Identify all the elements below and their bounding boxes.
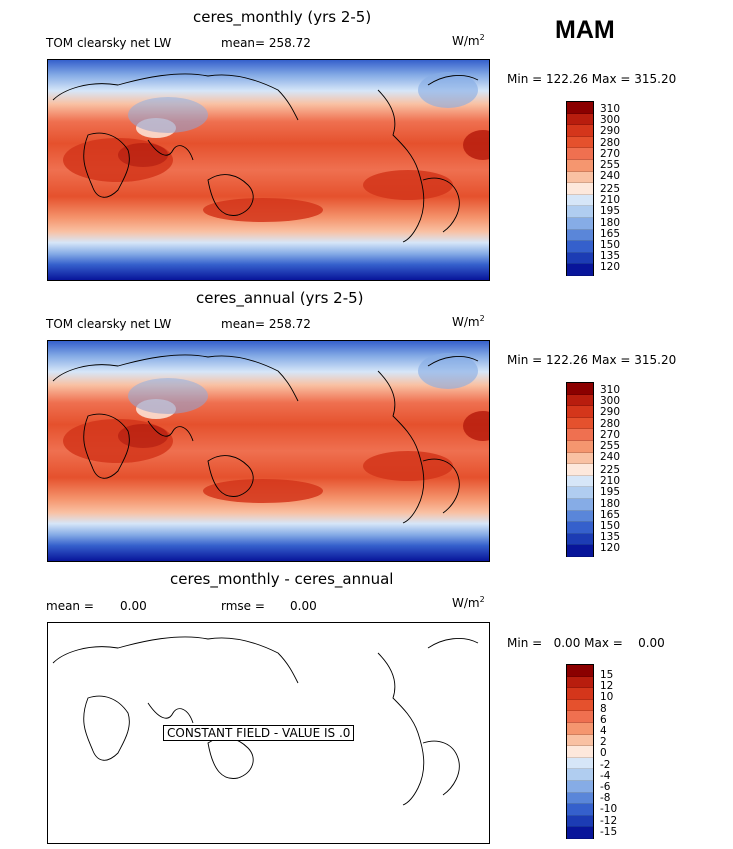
panel2-mean: mean= 258.72 bbox=[221, 317, 311, 331]
season-label: MAM bbox=[555, 16, 615, 44]
panel3-map: CONSTANT FIELD - VALUE IS .0 bbox=[47, 622, 490, 844]
colorbar-tick: 280 bbox=[600, 417, 621, 430]
panel2-map-field bbox=[48, 341, 489, 561]
colorbar-tick: 6 bbox=[600, 713, 607, 726]
colorbar-tick: 300 bbox=[600, 395, 621, 408]
panel3-rmse-value: 0.00 bbox=[290, 599, 317, 613]
panel1-mean: mean= 258.72 bbox=[221, 36, 311, 50]
colorbar-tick: 135 bbox=[600, 531, 621, 544]
colorbar-tick: 300 bbox=[600, 114, 621, 127]
colorbar-tick: -4 bbox=[600, 769, 611, 782]
colorbar-tick: -12 bbox=[600, 814, 618, 827]
colorbar-tick: 165 bbox=[600, 508, 621, 521]
colorbar-tick: 135 bbox=[600, 250, 621, 263]
colorbar-tick: 290 bbox=[600, 125, 621, 138]
panel1-title: ceres_monthly (yrs 2-5) bbox=[193, 8, 372, 26]
panel1-colorbar bbox=[566, 101, 594, 276]
colorbar-tick: 2 bbox=[600, 736, 607, 749]
colorbar-tick: 12 bbox=[600, 680, 614, 693]
panel2-colorbar bbox=[566, 382, 594, 557]
colorbar-tick: 270 bbox=[600, 428, 621, 441]
colorbar-tick: 255 bbox=[600, 159, 621, 171]
colorbar-tick: -2 bbox=[600, 758, 611, 771]
colorbar-tick: 120 bbox=[600, 542, 621, 555]
panel3-mean-label: mean = bbox=[46, 599, 94, 613]
colorbar-tick: -10 bbox=[600, 803, 618, 816]
colorbar-tick: 180 bbox=[600, 497, 621, 510]
colorbar-tick: 150 bbox=[600, 520, 621, 532]
constant-field-label: CONSTANT FIELD - VALUE IS .0 bbox=[163, 725, 355, 741]
colorbar-tick: 10 bbox=[600, 691, 614, 704]
colorbar-tick: 240 bbox=[600, 451, 621, 464]
panel3-units: W/m2 bbox=[452, 595, 485, 610]
panel3-title: ceres_monthly - ceres_annual bbox=[170, 570, 394, 588]
panel2-minmax: Min = 122.26 Max = 315.20 bbox=[507, 353, 677, 367]
panel2-map bbox=[47, 340, 490, 562]
colorbar-tick: 210 bbox=[600, 475, 621, 488]
colorbar-tick: 310 bbox=[600, 384, 621, 396]
colorbar-tick: 165 bbox=[600, 227, 621, 240]
panel3-rmse-label: rmse = bbox=[221, 599, 265, 613]
colorbar-tick: 255 bbox=[600, 440, 621, 452]
colorbar-tick: 270 bbox=[600, 147, 621, 160]
colorbar-tick: 280 bbox=[600, 136, 621, 149]
colorbar-tick: 8 bbox=[600, 702, 607, 715]
colorbar-tick: 225 bbox=[600, 464, 621, 476]
panel1-map bbox=[47, 59, 490, 281]
colorbar-tick: 15 bbox=[600, 669, 614, 681]
panel2-units: W/m2 bbox=[452, 314, 485, 329]
colorbar-tick: 310 bbox=[600, 103, 621, 115]
panel1-variable: TOM clearsky net LW bbox=[46, 36, 172, 50]
colorbar-tick: -6 bbox=[600, 781, 611, 793]
panel3-minmax: Min = 0.00 Max = 0.00 bbox=[507, 636, 665, 650]
colorbar-tick: 225 bbox=[600, 183, 621, 195]
colorbar-tick: 150 bbox=[600, 239, 621, 251]
panel1-map-field bbox=[48, 60, 489, 280]
panel3-mean-value: 0.00 bbox=[120, 599, 147, 613]
panel2-title: ceres_annual (yrs 2-5) bbox=[196, 289, 364, 307]
colorbar-tick: 195 bbox=[600, 486, 621, 499]
colorbar-tick: 0 bbox=[600, 747, 607, 760]
panel2-variable: TOM clearsky net LW bbox=[46, 317, 172, 331]
colorbar-tick: 195 bbox=[600, 205, 621, 218]
panel1-units: W/m2 bbox=[452, 33, 485, 48]
colorbar-tick: 290 bbox=[600, 406, 621, 419]
colorbar-tick: -15 bbox=[600, 825, 618, 838]
colorbar-tick: 180 bbox=[600, 216, 621, 229]
colorbar-tick: 210 bbox=[600, 194, 621, 207]
colorbar-tick: -8 bbox=[600, 792, 611, 805]
colorbar-tick: 240 bbox=[600, 170, 621, 183]
panel1-minmax: Min = 122.26 Max = 315.20 bbox=[507, 72, 677, 86]
panel3-colorbar bbox=[566, 664, 594, 839]
colorbar-tick: 120 bbox=[600, 261, 621, 274]
colorbar-tick: 4 bbox=[600, 725, 607, 737]
